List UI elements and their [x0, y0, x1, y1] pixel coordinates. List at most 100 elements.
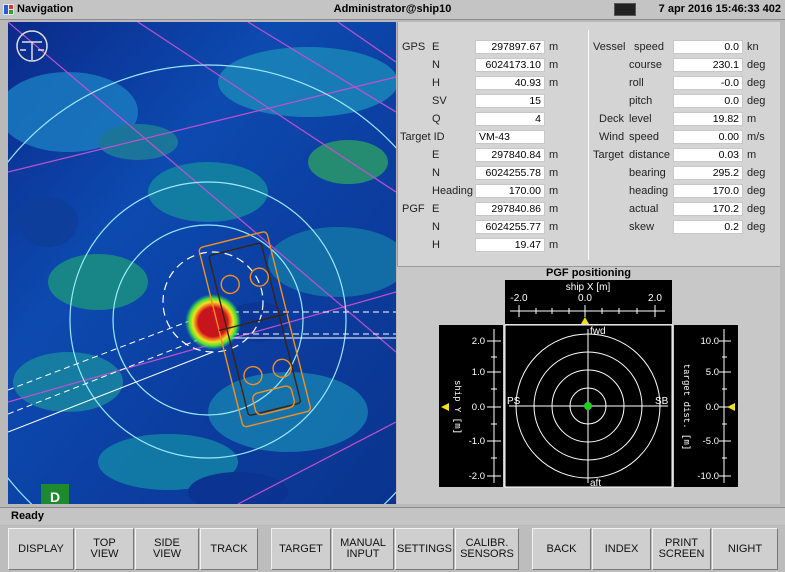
vessel-pitch-value: 0.0: [673, 94, 743, 108]
gps-n-value: 6024173.10: [475, 58, 545, 72]
title-bar: Navigation Administrator@ship10 7 apr 20…: [0, 0, 785, 20]
target-dist-axis: [674, 325, 738, 487]
target-distance-row: Target distance 0.03 m: [591, 148, 781, 163]
pgf-n-row: N 6024255.77 m: [398, 220, 588, 235]
target-distance-unit: m: [747, 149, 757, 161]
vessel-pitch-label: pitch: [629, 95, 653, 107]
panel-divider: [588, 30, 589, 260]
display-button[interactable]: DISPLAY: [8, 528, 74, 570]
target-skew-row: skew 0.2 deg: [591, 220, 781, 235]
sonar-map-view[interactable]: D: [8, 22, 396, 504]
target-heading-unit: m: [549, 185, 559, 197]
vessel-course-row: course 230.1 deg: [591, 58, 781, 73]
pgf-e-row: PGF E 297840.86 m: [398, 202, 588, 217]
target-id-label: Target ID: [400, 131, 445, 143]
pgf-positioning-panel: PGF positioning ship X [m] -2.0 0.0 2.0 …: [397, 266, 780, 504]
target-heading2-row: heading 170.0 deg: [591, 184, 781, 199]
target-skew-value: 0.2: [673, 220, 743, 234]
pgf-e-value: 297840.86: [475, 202, 545, 216]
x-tick-2: 2.0: [648, 293, 662, 304]
vessel-course-label: course: [629, 59, 663, 71]
target-e-value: 297840.84: [475, 148, 545, 162]
y-tick-neg2: -2.0: [469, 471, 485, 482]
target-heading-row: Heading 170.00 m: [398, 184, 588, 199]
settings-button[interactable]: SETTINGS: [395, 528, 454, 570]
pgf-e-unit: m: [549, 203, 559, 215]
target-e-unit: m: [549, 149, 559, 161]
deck-level-label: level: [629, 113, 652, 125]
target-n-unit: m: [549, 167, 559, 179]
x-position-marker: [581, 317, 589, 324]
gps-h-label: H: [432, 77, 440, 89]
clock: 7 apr 2016 15:46:33 402: [658, 3, 781, 15]
app-title: Navigation: [17, 3, 74, 15]
pgf-n-unit: m: [549, 221, 559, 233]
gps-h-unit: m: [549, 77, 559, 89]
target-dist-label: Target: [593, 149, 624, 161]
target-skew-unit: deg: [747, 221, 766, 233]
y-tick-neg1: -1.0: [469, 436, 485, 447]
track-button[interactable]: TRACK: [200, 528, 258, 570]
x-tick-0: 0.0: [578, 293, 592, 304]
vessel-speed-value: 0.0: [673, 40, 743, 54]
gps-n-unit: m: [549, 59, 559, 71]
gps-h-row: H 40.93 m: [398, 76, 588, 91]
aft-label: aft: [590, 478, 601, 489]
target-heading-value: 170.00: [475, 184, 545, 198]
fwd-label: fwd: [590, 326, 606, 337]
gps-q-row: Q 4: [398, 112, 588, 127]
target-skew-label: skew: [629, 221, 655, 233]
vessel-speed-unit: kn: [747, 41, 759, 53]
target-n-label: N: [432, 167, 440, 179]
button-bar: DISPLAY TOP VIEW SIDE VIEW TRACK TARGET …: [0, 526, 785, 572]
top-view-button[interactable]: TOP VIEW: [75, 528, 134, 570]
wind-speed-value: 0.00: [673, 130, 743, 144]
wind-label: Wind: [599, 131, 625, 143]
wind-speed-unit: m/s: [747, 131, 765, 143]
deck-level-row: Deck level 19.82 m: [591, 112, 781, 127]
night-button[interactable]: NIGHT: [712, 528, 778, 570]
gps-label: GPS: [402, 41, 426, 53]
navigation-app-icon: [3, 4, 14, 15]
target-bearing-row: bearing 295.2 deg: [591, 166, 781, 181]
manual-input-button[interactable]: MANUAL INPUT: [332, 528, 394, 570]
calibr-sensors-button[interactable]: CALIBR. SENSORS: [455, 528, 519, 570]
pgf-h-label: H: [432, 239, 440, 251]
user-label: Administrator@ship10: [333, 3, 452, 15]
target-bearing-unit: deg: [747, 167, 766, 179]
vessel-roll-value: -0.0: [673, 76, 743, 90]
target-distance-value: 0.03: [673, 148, 743, 162]
side-view-button[interactable]: SIDE VIEW: [135, 528, 199, 570]
deck-level-unit: m: [747, 113, 757, 125]
pgf-h-unit: m: [549, 239, 559, 251]
target-e-label: E: [432, 149, 440, 161]
index-button[interactable]: INDEX: [592, 528, 651, 570]
gps-h-value: 40.93: [475, 76, 545, 90]
vessel-label: Vessel: [593, 41, 626, 53]
dist-axis-label: target dist. [m]: [681, 364, 691, 450]
pgf-label: PGF: [402, 203, 425, 215]
target-actual-label: actual: [629, 203, 659, 215]
gps-q-label: Q: [432, 113, 441, 125]
target-heading2-label: heading: [629, 185, 669, 197]
x-axis-strip: [505, 280, 672, 324]
gps-sv-value: 15: [475, 94, 545, 108]
pgf-h-row: H 19.47 m: [398, 238, 588, 253]
deck-level-value: 19.82: [673, 112, 743, 126]
status-text: Ready: [11, 510, 45, 522]
target-button[interactable]: TARGET: [271, 528, 331, 570]
dist-tick-5: 5.0: [706, 367, 719, 378]
print-screen-button[interactable]: PRINT SCREEN: [652, 528, 711, 570]
dist-tick-neg5: -5.0: [703, 436, 719, 447]
gps-e-row: GPS E 297897.67 m: [398, 40, 588, 55]
keyboard-icon[interactable]: [614, 3, 636, 16]
sb-label: SB: [655, 396, 669, 407]
target-id-value: VM-43: [475, 130, 545, 144]
pgf-positioning-title: PGF positioning: [546, 267, 631, 279]
wind-speed-label: speed: [629, 131, 659, 143]
wind-speed-row: Wind speed 0.00 m/s: [591, 130, 781, 145]
gps-sv-label: SV: [432, 95, 447, 107]
back-button[interactable]: BACK: [532, 528, 591, 570]
deck-label: Deck: [599, 113, 625, 125]
vessel-course-unit: deg: [747, 59, 766, 71]
